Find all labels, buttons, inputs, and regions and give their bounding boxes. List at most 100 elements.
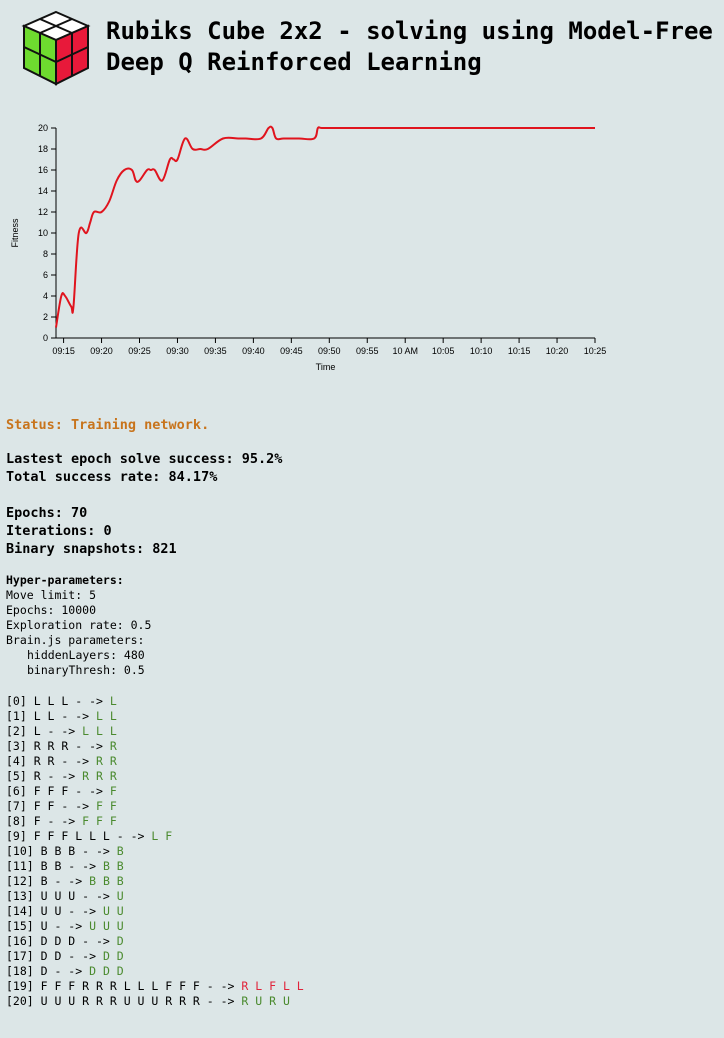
move-result: B [116, 844, 124, 858]
y-tick-label: 2 [43, 312, 48, 322]
x-tick-label: 09:45 [280, 346, 303, 356]
y-tick-label: 0 [43, 333, 48, 343]
list-item: [18] D - -> D D D [6, 964, 304, 979]
y-tick-label: 20 [38, 123, 48, 133]
status-text: Status: Training network. [6, 417, 210, 433]
y-tick-label: 10 [38, 228, 48, 238]
y-tick-label: 12 [38, 207, 48, 217]
binary-snapshots-count: Binary snapshots: 821 [6, 541, 177, 557]
exploration-rate: Exploration rate: 0.5 [6, 618, 152, 632]
fitness-series-line [55, 125, 595, 328]
y-tick-label: 14 [38, 186, 48, 196]
total-success-rate: Total success rate: 84.17% [6, 469, 218, 485]
x-tick-label: 10:20 [546, 346, 569, 356]
hyper-parameters: Hyper-parameters: Move limit: 5 Epochs: … [6, 573, 151, 678]
move-limit: Move limit: 5 [6, 588, 97, 602]
move-sequence: [9] F F F L L L - -> [6, 829, 152, 843]
x-tick-label: 10:25 [584, 346, 607, 356]
latest-epoch-success: Lastest epoch solve success: 95.2% [6, 451, 283, 467]
hidden-layers: hiddenLayers: 480 [27, 648, 145, 662]
list-item: [7] F F - -> F F [6, 799, 304, 814]
epochs-count: Epochs: 70 [6, 505, 88, 521]
move-sequence: [17] D D - -> [6, 949, 103, 963]
move-sequence: [19] F F F R R R L L L F F F - -> [6, 979, 242, 993]
move-result: L F [151, 829, 173, 843]
move-sequence: [1] L L - -> [6, 709, 97, 723]
move-sequence: [11] B B - -> [6, 859, 103, 873]
move-sequence: [20] U U U R R R U U U R R R - -> [6, 994, 242, 1008]
fitness-chart: 0 2 4 6 8 10 12 14 16 18 20 09:15 09:20 09:25 09:30 09:… [10, 123, 607, 372]
brain-params-title: Brain.js parameters: [6, 633, 145, 647]
page-header: Rubiks Cube 2x2 - solving using Model-Fr… [18, 10, 718, 90]
move-result: L L [96, 709, 117, 723]
list-item: [12] B - -> B B B [6, 874, 304, 889]
list-item: [6] F F F - -> F [6, 784, 304, 799]
x-tick-label: 10:15 [508, 346, 531, 356]
move-result: R [109, 739, 117, 753]
move-result: U U [102, 904, 124, 918]
move-result: U [116, 889, 124, 903]
x-tick-label: 09:20 [90, 346, 113, 356]
x-tick-label: 09:40 [242, 346, 265, 356]
list-item: [0] L L L - -> L [6, 694, 304, 709]
move-result: L [109, 694, 117, 708]
x-tick-label: 10 AM [392, 346, 418, 356]
move-sequence: [8] F - -> [6, 814, 83, 828]
list-item: [17] D D - -> D D [6, 949, 304, 964]
move-result: R U R U [241, 994, 290, 1008]
iterations-count: Iterations: 0 [6, 523, 112, 539]
move-sequence: [13] U U U - -> [6, 889, 117, 903]
page-title: Rubiks Cube 2x2 - solving using Model-Fr… [106, 17, 713, 76]
y-tick-label: 16 [38, 165, 48, 175]
move-result: F F [96, 799, 117, 813]
x-axis-label: Time [316, 362, 336, 372]
move-result: D D D [89, 964, 124, 978]
x-tick-label: 09:50 [318, 346, 341, 356]
list-item: [5] R - -> R R R [6, 769, 304, 784]
list-item: [10] B B B - -> B [6, 844, 304, 859]
move-sequence: [14] U U - -> [6, 904, 103, 918]
move-sequence: [5] R - -> [6, 769, 83, 783]
list-item: [19] F F F R R R L L L F F F - -> R L F … [6, 979, 304, 994]
y-tick-label: 6 [43, 270, 48, 280]
list-item: [1] L L - -> L L [6, 709, 304, 724]
x-tick-label: 10:10 [470, 346, 493, 356]
move-result: B B B [89, 874, 124, 888]
move-sequence: [4] R R - -> [6, 754, 97, 768]
move-sequence: [2] L - -> [6, 724, 83, 738]
x-tick-label: 09:35 [204, 346, 227, 356]
move-result: D D [102, 949, 124, 963]
list-item: [8] F - -> F F F [6, 814, 304, 829]
move-sequence: [18] D - -> [6, 964, 90, 978]
x-tick-label: 10:05 [432, 346, 455, 356]
list-item: [2] L - -> L L L [6, 724, 304, 739]
rubiks-cube-icon [21, 10, 91, 86]
move-result: L L L [82, 724, 117, 738]
list-item: [13] U U U - -> U [6, 889, 304, 904]
move-result: R R [96, 754, 117, 768]
move-sequence: [7] F F - -> [6, 799, 97, 813]
move-sequence: [3] R R R - -> [6, 739, 110, 753]
move-result: F F F [82, 814, 117, 828]
x-tick-label: 09:25 [128, 346, 151, 356]
move-test-list: [0] L L L - -> L [1] L L - -> L L [2] L - … [6, 694, 304, 1009]
y-tick-label: 4 [43, 291, 48, 301]
move-sequence: [10] B B B - -> [6, 844, 117, 858]
move-sequence: [0] L L L - -> [6, 694, 110, 708]
move-sequence: [6] F F F - -> [6, 784, 110, 798]
move-sequence: [16] D D D - -> [6, 934, 117, 948]
list-item: [3] R R R - -> R [6, 739, 304, 754]
y-axis-label: Fitness [10, 218, 20, 248]
stats-panel: Lastest epoch solve success: 95.2% Total… [6, 450, 282, 558]
binary-thresh: binaryThresh: 0.5 [27, 663, 145, 677]
x-tick-label: 09:30 [166, 346, 189, 356]
list-item: [14] U U - -> U U [6, 904, 304, 919]
list-item: [20] U U U R R R U U U R R R - -> R U R … [6, 994, 304, 1009]
move-result: R L F L L [241, 979, 304, 993]
move-result: D [116, 934, 124, 948]
move-sequence: [15] U - -> [6, 919, 90, 933]
list-item: [11] B B - -> B B [6, 859, 304, 874]
move-result: R R R [82, 769, 117, 783]
list-item: [15] U - -> U U U [6, 919, 304, 934]
move-result: B B [102, 859, 124, 873]
